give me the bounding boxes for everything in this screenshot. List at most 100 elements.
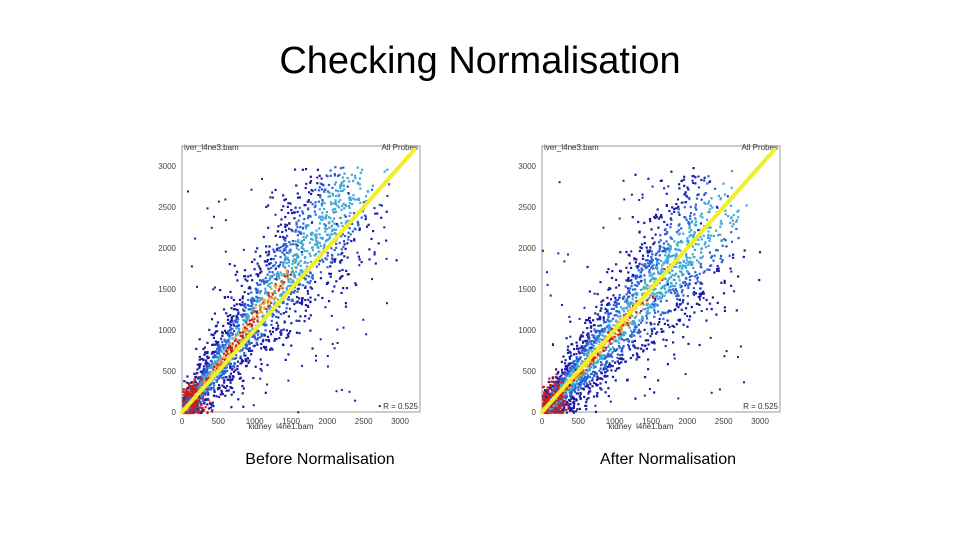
scatter-point: [586, 364, 589, 367]
scatter-point: [248, 308, 251, 311]
scatter-point: [271, 271, 274, 274]
scatter-point: [677, 294, 680, 297]
scatter-point: [213, 384, 216, 387]
scatter-point: [683, 264, 687, 268]
scatter-point: [303, 249, 306, 253]
scatter-point: [349, 233, 352, 236]
scatter-point: [555, 401, 558, 404]
scatter-point: [217, 375, 220, 378]
scatter-point: [353, 239, 356, 242]
scatter-point: [616, 339, 619, 342]
scatter-point: [585, 319, 588, 322]
scatter-point: [335, 280, 338, 283]
scatter-point: [242, 313, 245, 316]
scatter-point: [240, 284, 243, 287]
scatter-point: [245, 321, 248, 324]
scatter-point: [637, 330, 640, 333]
scatter-point: [287, 211, 290, 214]
scatter-point: [722, 292, 726, 295]
scatter-point: [693, 248, 696, 252]
slide-title: Checking Normalisation: [279, 40, 681, 82]
scatter-point: [601, 327, 604, 331]
scatter-point: [569, 362, 572, 365]
scatter-point: [256, 310, 259, 313]
scatter-point: [688, 272, 691, 275]
scatter-point: [693, 213, 696, 216]
scatter-point: [628, 279, 631, 282]
scatter-point: [264, 287, 267, 290]
scatter-point: [203, 381, 206, 384]
scatter-point: [337, 195, 340, 198]
scatter-point: [311, 220, 314, 223]
scatter-point: [599, 281, 602, 284]
scatter-point: [708, 237, 712, 240]
scatter-point: [578, 338, 582, 341]
scatter-point: [189, 381, 193, 384]
scatter-point: [722, 182, 725, 185]
scatter-point: [247, 323, 250, 326]
scatter-point: [301, 168, 304, 171]
scatter-point: [262, 235, 265, 238]
scatter-point: [329, 201, 333, 204]
scatter-point: [654, 213, 658, 216]
scatter-point: [716, 301, 719, 304]
scatter-point: [279, 331, 282, 334]
scatter-point: [275, 321, 278, 324]
scatter-point: [678, 187, 681, 190]
scatter-point: [693, 293, 696, 296]
scatter-point: [192, 389, 195, 392]
scatter-point: [633, 316, 637, 320]
scatter-point: [227, 362, 230, 365]
scatter-point: [203, 398, 206, 401]
scatter-point: [264, 301, 267, 304]
scatter-point: [345, 269, 348, 272]
scatter-point: [300, 251, 303, 253]
scatter-point: [280, 283, 283, 286]
scatter-point: [275, 297, 278, 300]
scatter-point: [571, 387, 574, 390]
scatter-point: [262, 334, 265, 337]
scatter-point: [688, 282, 691, 286]
scatter-point: [309, 286, 312, 289]
scatter-point: [360, 261, 363, 264]
scatter-point: [681, 289, 684, 292]
scatter-point: [194, 402, 197, 405]
scatter-point: [337, 253, 340, 256]
scatter-point: [298, 196, 302, 199]
scatter-point: [190, 392, 193, 395]
scatter-point: [568, 403, 571, 406]
scatter-point: [185, 388, 188, 391]
y-tick-label: 2000: [158, 244, 176, 253]
scatter-point: [235, 315, 238, 319]
scatter-point: [348, 202, 351, 205]
scatter-point: [596, 395, 599, 398]
scatter-point: [338, 173, 341, 176]
scatter-point: [232, 322, 235, 325]
scatter-point: [204, 352, 207, 355]
scatter-point: [186, 386, 189, 389]
scatter-point: [199, 370, 202, 373]
scatter-point: [668, 250, 671, 253]
scatter-point: [559, 404, 563, 407]
scatter-point: [713, 271, 716, 274]
scatter-point: [228, 346, 232, 349]
scatter-point: [716, 249, 719, 252]
x-tick-label: 1000: [246, 417, 264, 426]
scatter-point: [269, 196, 272, 199]
scatter-point: [266, 335, 269, 338]
scatter-point: [309, 301, 312, 304]
scatter-point: [601, 347, 604, 350]
scatter-point: [652, 267, 655, 270]
scatter-point: [244, 278, 247, 281]
scatter-point: [671, 273, 674, 277]
scatter-point: [333, 217, 336, 220]
scatter-point: [339, 189, 342, 192]
scatter-point: [581, 351, 584, 355]
scatter-point: [337, 174, 340, 177]
scatter-point: [583, 352, 586, 356]
scatter-point: [583, 354, 586, 357]
scatter-point: [309, 180, 313, 183]
scatter-point: [627, 278, 630, 281]
scatter-point: [279, 246, 283, 249]
scatter-point: [371, 184, 374, 187]
